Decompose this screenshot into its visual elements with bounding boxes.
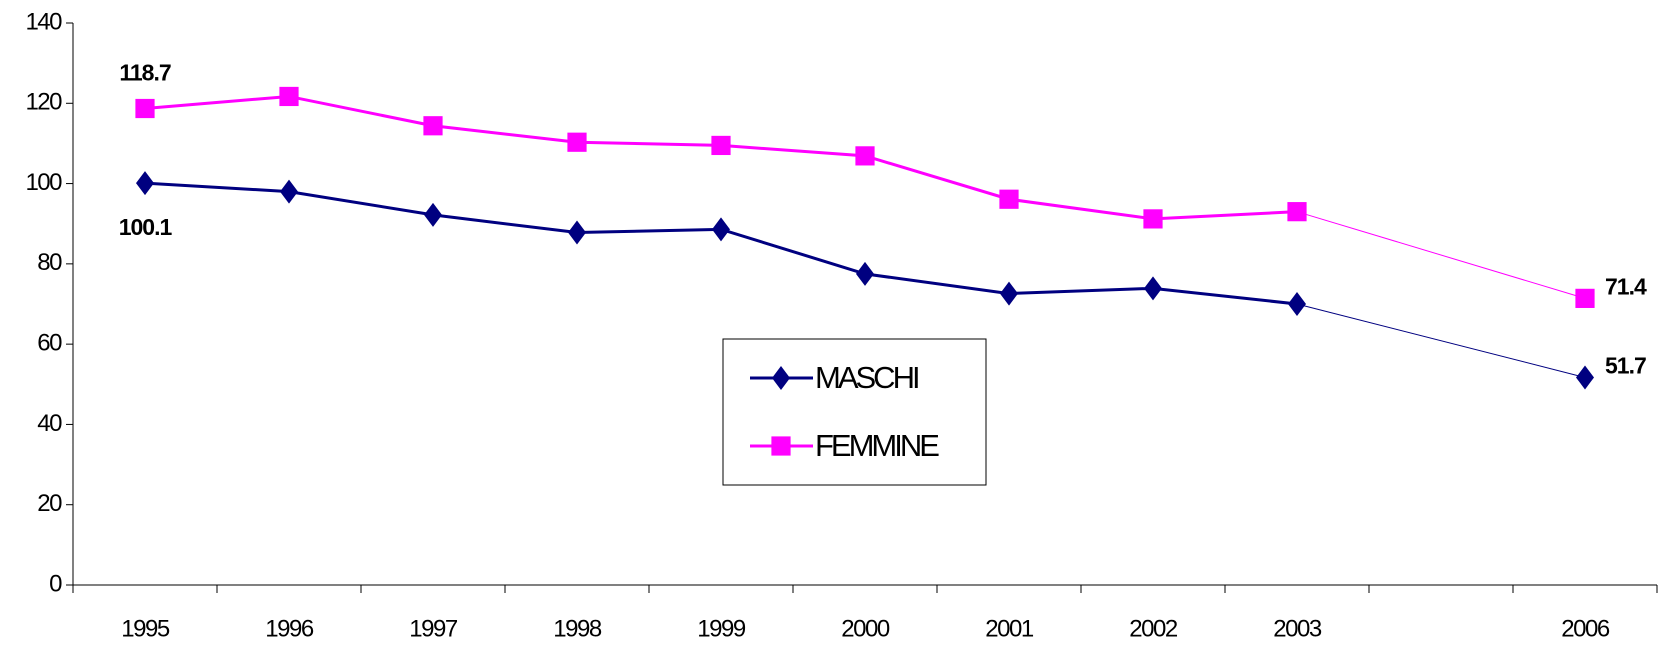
- y-tick-label: 20: [37, 490, 62, 517]
- legend-box: [722, 338, 987, 486]
- series-line: [144, 94, 1298, 221]
- y-tick-label: 140: [25, 8, 62, 35]
- marker: [135, 98, 155, 119]
- marker: [568, 220, 586, 245]
- marker: [1144, 276, 1162, 301]
- x-tick-label: 1999: [697, 615, 746, 642]
- legend-marker: [771, 436, 791, 456]
- data-label: 51.7: [1605, 353, 1646, 379]
- marker: [999, 189, 1019, 209]
- gap-connector: [1296, 211, 1586, 299]
- marker: [567, 132, 587, 152]
- gap-connector: [1296, 303, 1586, 378]
- marker: [279, 86, 299, 107]
- data-label: 118.7: [119, 60, 170, 86]
- y-tick-label: 60: [37, 329, 62, 356]
- marker: [1000, 281, 1018, 306]
- y-tick-label: 0: [49, 570, 62, 597]
- marker: [423, 116, 443, 136]
- legend-label: FEMMINE: [815, 428, 939, 463]
- marker: [1143, 209, 1163, 229]
- y-tick-label: 100: [25, 169, 62, 196]
- marker: [1575, 288, 1595, 308]
- marker: [1576, 365, 1594, 390]
- data-label: 100.1: [119, 214, 173, 240]
- x-tick-label: 2003: [1273, 615, 1322, 642]
- data-label: 71.4: [1605, 273, 1647, 299]
- series-line: [144, 181, 1298, 306]
- marker: [280, 179, 298, 204]
- marker: [1288, 292, 1306, 316]
- x-tick-label: 1998: [553, 615, 602, 642]
- marker: [855, 146, 875, 166]
- marker: [136, 171, 154, 196]
- marker: [424, 202, 442, 227]
- x-tick-label: 2002: [1129, 615, 1178, 642]
- x-tick-label: 1996: [265, 615, 314, 642]
- marker: [1287, 202, 1307, 222]
- legend-label: MASCHI: [815, 360, 918, 395]
- legend-marker: [772, 366, 790, 390]
- y-tick-label: 120: [25, 89, 62, 116]
- marker: [856, 261, 874, 286]
- y-tick-label: 80: [37, 249, 62, 276]
- x-tick-label: 2000: [841, 615, 890, 642]
- y-tick-label: 40: [37, 410, 62, 437]
- marker: [711, 135, 731, 156]
- x-tick-label: 2006: [1561, 615, 1610, 642]
- x-tick-label: 1997: [409, 615, 458, 642]
- marker: [712, 217, 730, 242]
- x-tick-label: 2001: [985, 615, 1034, 642]
- x-tick-label: 1995: [121, 615, 170, 642]
